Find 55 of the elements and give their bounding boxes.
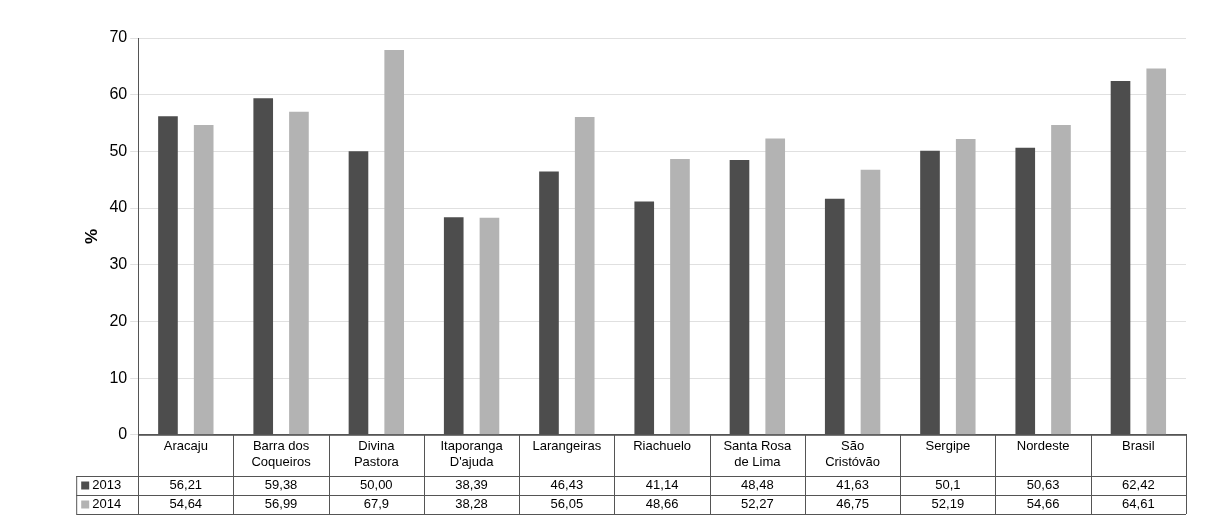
data-label: 48,48 xyxy=(741,477,774,493)
bar xyxy=(1146,68,1167,435)
data-label: 52,19 xyxy=(931,496,965,512)
data-label: 67,9 xyxy=(363,496,389,512)
y-tick-label: 70 xyxy=(109,28,128,46)
x-tick-label: Nordeste xyxy=(1016,438,1070,454)
x-tick-label: Brasil xyxy=(1122,438,1155,454)
bar xyxy=(860,169,881,435)
data-label: 59,38 xyxy=(264,477,298,493)
data-label: 56,99 xyxy=(264,496,298,512)
x-tick-label: Aracaju xyxy=(163,438,208,454)
bar xyxy=(1051,124,1071,435)
bar xyxy=(670,158,690,435)
x-tick-label: São Cristóvão xyxy=(825,438,881,469)
data-label: 41,63 xyxy=(836,477,869,493)
data-label: 50,00 xyxy=(360,477,393,493)
data-label: 56,05 xyxy=(550,496,584,512)
x-tick-label: Larangeiras xyxy=(532,438,602,454)
data-label: 46,43 xyxy=(550,477,584,493)
x-tick-label: Barra dos Coqueiros xyxy=(251,438,312,469)
bar xyxy=(289,111,309,435)
x-tick-label: Divina Pastora xyxy=(353,438,400,469)
data-label: 38,39 xyxy=(455,477,488,493)
data-label: 54,66 xyxy=(1026,496,1060,512)
x-tick-label: Itaporanga D'ajuda xyxy=(440,438,504,469)
x-tick-label: Santa Rosa de Lima xyxy=(723,438,793,469)
data-label: 41,14 xyxy=(645,477,679,493)
bar xyxy=(574,117,595,435)
legend-label: 2013 xyxy=(92,477,122,493)
y-tick-label: 20 xyxy=(109,311,128,329)
data-label: 62,42 xyxy=(1122,477,1155,493)
y-tick-label: 60 xyxy=(109,85,128,103)
y-tick-label: 30 xyxy=(109,255,128,273)
legend-label: 2014 xyxy=(92,496,122,512)
y-tick-label: 50 xyxy=(109,141,128,159)
bar xyxy=(765,138,786,435)
data-label: 54,64 xyxy=(169,496,203,512)
y-axis-title: % xyxy=(81,228,101,244)
bar xyxy=(479,217,500,435)
bar xyxy=(384,49,405,435)
data-label: 50,1 xyxy=(935,477,961,493)
x-tick-label: Sergipe xyxy=(925,438,971,454)
data-label: 48,66 xyxy=(645,496,679,512)
data-label: 46,75 xyxy=(836,496,869,512)
data-label: 64,61 xyxy=(1122,496,1155,512)
data-label: 52,27 xyxy=(741,496,774,512)
data-label: 50,63 xyxy=(1026,477,1060,493)
data-label: 38,28 xyxy=(455,496,488,512)
bar xyxy=(955,138,976,435)
x-tick-label: Riachuelo xyxy=(633,438,692,454)
y-tick-label: 40 xyxy=(109,198,128,216)
y-tick-label: 10 xyxy=(109,368,128,386)
bar xyxy=(193,125,214,435)
y-tick-label: 0 xyxy=(118,425,128,443)
data-label: 56,21 xyxy=(169,477,203,493)
